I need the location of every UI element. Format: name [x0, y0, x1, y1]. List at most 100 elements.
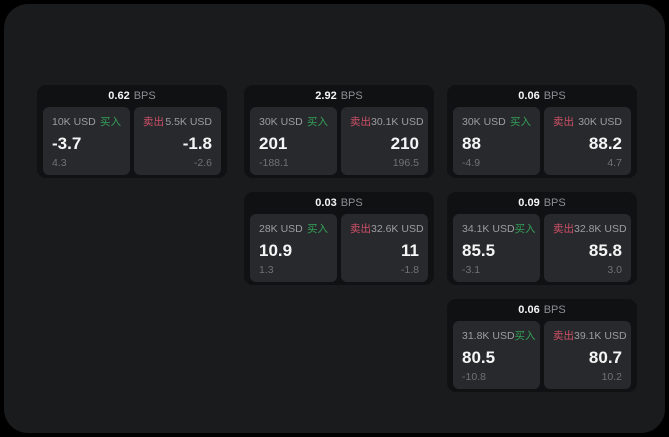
sell-side-label: 卖出 [553, 330, 574, 342]
sell-panel[interactable]: 卖出 39.1K USD 80.7 10.2 [544, 321, 631, 389]
sell-panel[interactable]: 卖出 32.8K USD 85.8 3.0 [544, 214, 631, 282]
sell-sub-value: 10.2 [601, 371, 622, 383]
card-header: 0.06 BPS [447, 85, 637, 107]
buy-panel[interactable]: 10K USD 买入 -3.7 4.3 [43, 107, 130, 175]
buy-side-label: 买入 [307, 223, 328, 235]
bps-unit-label: BPS [543, 90, 566, 102]
quote-card: 0.06 BPS 30K USD 买入 88 -4.9 卖出 30K USD 8… [447, 85, 637, 178]
quote-panels: 30K USD 买入 88 -4.9 卖出 30K USD 88.2 4.7 [453, 107, 631, 175]
quote-card: 0.62 BPS 10K USD 买入 -3.7 4.3 卖出 5.5K USD… [37, 85, 227, 178]
buy-value: 201 [259, 133, 288, 153]
buy-panel-top: 30K USD 买入 [462, 114, 531, 129]
buy-sub-value: -188.1 [259, 157, 289, 169]
card-header: 0.62 BPS [37, 85, 227, 107]
quote-panels: 31.8K USD 买入 80.5 -10.8 卖出 39.1K USD 80.… [453, 321, 631, 389]
sell-amount: 5.5K USD [165, 116, 212, 128]
buy-panel[interactable]: 28K USD 买入 10.9 1.3 [250, 214, 337, 282]
buy-panel-top: 31.8K USD 买入 [462, 328, 536, 343]
quote-panels: 34.1K USD 买入 85.5 -3.1 卖出 32.8K USD 85.8… [453, 214, 631, 282]
quote-card: 2.92 BPS 30K USD 买入 201 -188.1 卖出 30.1K … [244, 85, 434, 178]
quotes-window: 0.62 BPS 10K USD 买入 -3.7 4.3 卖出 5.5K USD… [4, 4, 665, 433]
buy-amount: 28K USD [259, 223, 303, 235]
buy-sub-value: -10.8 [462, 371, 486, 383]
buy-panel[interactable]: 31.8K USD 买入 80.5 -10.8 [453, 321, 540, 389]
buy-value: -3.7 [52, 133, 82, 153]
card-header: 2.92 BPS [244, 85, 434, 107]
quote-panels: 10K USD 买入 -3.7 4.3 卖出 5.5K USD -1.8 -2.… [43, 107, 221, 175]
bps-unit-label: BPS [543, 304, 566, 316]
card-header: 0.06 BPS [447, 299, 637, 321]
sell-value: 80.7 [588, 347, 622, 367]
buy-side-label: 买入 [100, 116, 121, 128]
sell-panel-top: 卖出 39.1K USD [553, 328, 627, 343]
buy-panel-top: 10K USD 买入 [52, 114, 121, 129]
cards-layer: 0.62 BPS 10K USD 买入 -3.7 4.3 卖出 5.5K USD… [4, 4, 665, 433]
sell-panel-top: 卖出 32.6K USD [350, 221, 424, 236]
bps-value: 0.09 [518, 197, 540, 209]
bps-value: 0.62 [108, 90, 130, 102]
bps-value: 2.92 [315, 90, 337, 102]
sell-sub-value: -1.8 [400, 264, 419, 276]
buy-amount: 30K USD [462, 116, 506, 128]
buy-value: 85.5 [462, 240, 496, 260]
sell-panel-top: 卖出 30.1K USD [350, 114, 424, 129]
buy-side-label: 买入 [514, 223, 536, 235]
bps-unit-label: BPS [133, 90, 156, 102]
buy-side-label: 买入 [514, 330, 536, 342]
buy-value: 10.9 [259, 240, 293, 260]
sell-value: 88.2 [588, 133, 622, 153]
buy-amount: 34.1K USD [462, 223, 515, 235]
buy-sub-value: 1.3 [259, 264, 274, 276]
sell-sub-value: 4.7 [607, 157, 622, 169]
bps-unit-label: BPS [340, 197, 363, 209]
bps-value: 0.06 [518, 304, 540, 316]
sell-panel-top: 卖出 30K USD [553, 114, 622, 129]
sell-amount: 39.1K USD [574, 330, 627, 342]
sell-value: -1.8 [182, 133, 212, 153]
quote-panels: 28K USD 买入 10.9 1.3 卖出 32.6K USD 11 -1.8 [250, 214, 428, 282]
bps-value: 0.03 [315, 197, 337, 209]
buy-side-label: 买入 [307, 116, 328, 128]
sell-amount: 32.6K USD [371, 223, 424, 235]
sell-value: 11 [401, 240, 419, 260]
sell-side-label: 卖出 [350, 223, 371, 235]
quote-panels: 30K USD 买入 201 -188.1 卖出 30.1K USD 210 1… [250, 107, 428, 175]
buy-panel[interactable]: 30K USD 买入 201 -188.1 [250, 107, 337, 175]
sell-value: 210 [390, 133, 419, 153]
sell-panel[interactable]: 卖出 32.6K USD 11 -1.8 [341, 214, 428, 282]
quote-card: 0.03 BPS 28K USD 买入 10.9 1.3 卖出 32.6K US… [244, 192, 434, 285]
sell-value: 85.8 [588, 240, 622, 260]
sell-side-label: 卖出 [553, 223, 574, 235]
quote-card: 0.09 BPS 34.1K USD 买入 85.5 -3.1 卖出 32.8K… [447, 192, 637, 285]
buy-side-label: 买入 [510, 116, 531, 128]
buy-sub-value: -4.9 [462, 157, 481, 169]
sell-sub-value: 3.0 [607, 264, 622, 276]
sell-sub-value: 196.5 [392, 157, 419, 169]
bps-value: 0.06 [518, 90, 540, 102]
buy-value: 88 [462, 133, 481, 153]
buy-panel-top: 28K USD 买入 [259, 221, 328, 236]
bps-unit-label: BPS [340, 90, 363, 102]
sell-panel[interactable]: 卖出 30.1K USD 210 196.5 [341, 107, 428, 175]
sell-panel-top: 卖出 5.5K USD [143, 114, 212, 129]
sell-side-label: 卖出 [143, 116, 164, 128]
sell-panel-top: 卖出 32.8K USD [553, 221, 627, 236]
buy-sub-value: -3.1 [462, 264, 481, 276]
card-header: 0.03 BPS [244, 192, 434, 214]
sell-amount: 30.1K USD [371, 116, 424, 128]
card-header: 0.09 BPS [447, 192, 637, 214]
quote-card: 0.06 BPS 31.8K USD 买入 80.5 -10.8 卖出 39.1… [447, 299, 637, 392]
sell-side-label: 卖出 [553, 116, 574, 128]
buy-panel[interactable]: 34.1K USD 买入 85.5 -3.1 [453, 214, 540, 282]
sell-amount: 32.8K USD [574, 223, 627, 235]
buy-panel[interactable]: 30K USD 买入 88 -4.9 [453, 107, 540, 175]
buy-amount: 30K USD [259, 116, 303, 128]
buy-panel-top: 30K USD 买入 [259, 114, 328, 129]
sell-side-label: 卖出 [350, 116, 371, 128]
buy-value: 80.5 [462, 347, 496, 367]
buy-amount: 10K USD [52, 116, 96, 128]
sell-amount: 30K USD [578, 116, 622, 128]
sell-panel[interactable]: 卖出 30K USD 88.2 4.7 [544, 107, 631, 175]
sell-panel[interactable]: 卖出 5.5K USD -1.8 -2.6 [134, 107, 221, 175]
buy-panel-top: 34.1K USD 买入 [462, 221, 536, 236]
